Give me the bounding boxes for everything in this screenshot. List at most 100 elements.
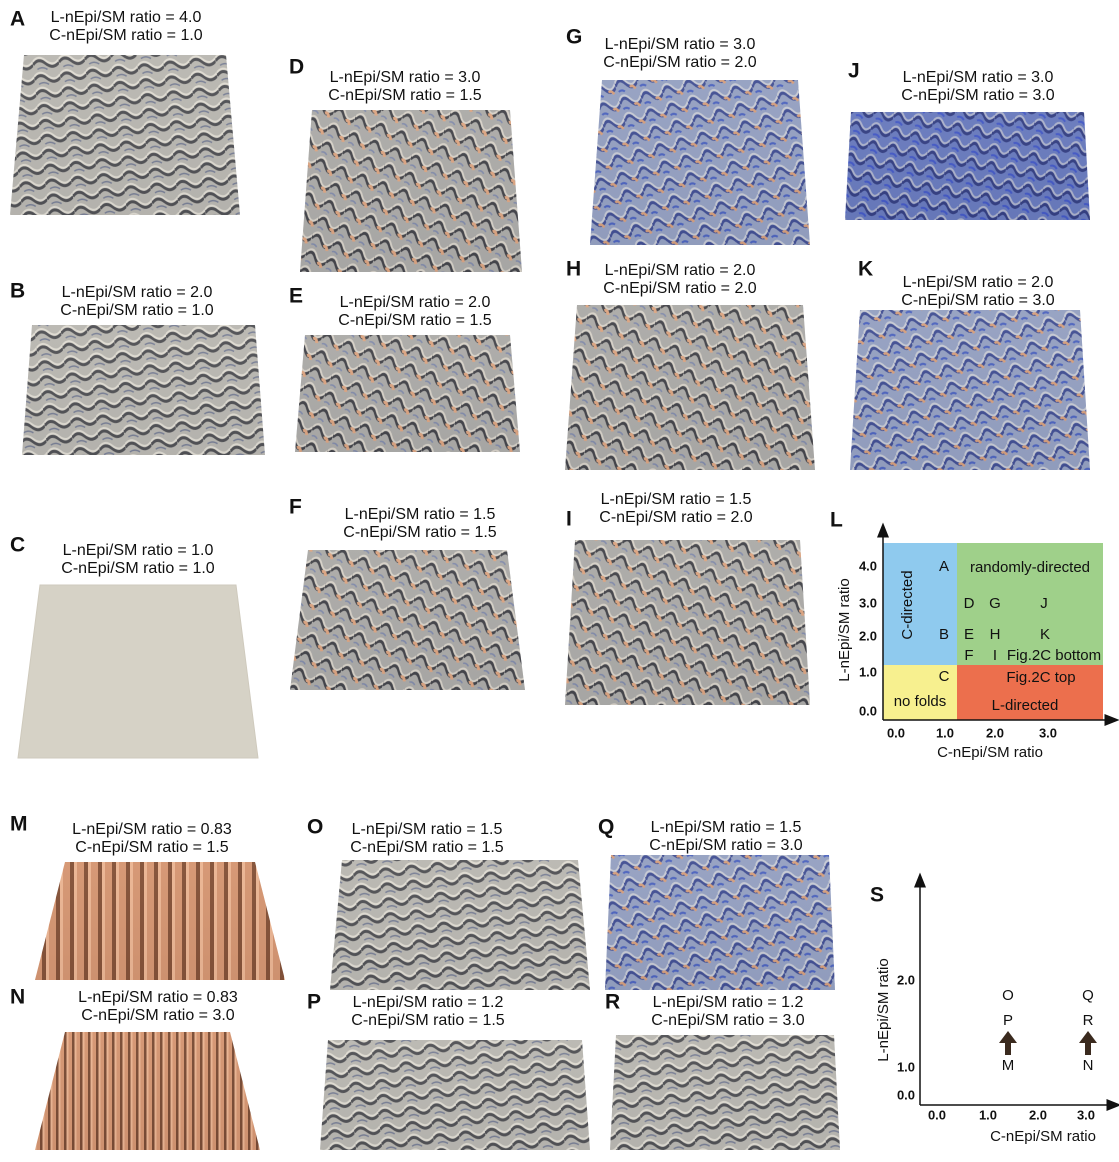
panel-caption: C-nEpi/SM ratio = 1.5 (328, 87, 482, 104)
panel-caption: L-nEpi/SM ratio = 1.5 (651, 819, 802, 836)
surface-shade (320, 1040, 590, 1150)
y-tick-label: 3.0 (859, 595, 877, 610)
panel-caption: C-nEpi/SM ratio = 3.0 (651, 1012, 805, 1029)
region-label: C-directed (899, 570, 916, 639)
panel-caption: L-nEpi/SM ratio = 3.0 (903, 69, 1054, 86)
x-axis-label: C-nEpi/SM ratio (990, 1128, 1096, 1145)
region-label: L-directed (992, 697, 1059, 714)
panel-letter: M (10, 813, 28, 836)
panel-caption: C-nEpi/SM ratio = 3.0 (81, 1007, 235, 1024)
x-tick-label: 3.0 (1077, 1107, 1095, 1122)
surface-shade (35, 1032, 260, 1150)
surface-shade (850, 310, 1090, 470)
panel-caption: L-nEpi/SM ratio = 0.83 (78, 989, 238, 1006)
surface-shade (300, 110, 522, 272)
point-label: R (1083, 1012, 1094, 1029)
point-label: I (993, 647, 997, 664)
point-label: F (964, 647, 973, 664)
figure: AL-nEpi/SM ratio = 4.0C-nEpi/SM ratio = … (0, 0, 1119, 1157)
panel-caption: C-nEpi/SM ratio = 1.0 (49, 27, 203, 44)
panel-letter: F (289, 496, 302, 519)
surface-shade (22, 325, 265, 455)
y-tick-label: 1.0 (859, 664, 877, 679)
surface-shade (290, 550, 525, 690)
surface-shade (35, 862, 285, 980)
surface-shade (10, 55, 240, 215)
panel-caption: C-nEpi/SM ratio = 3.0 (649, 837, 803, 854)
y-tick-label: 0.0 (859, 703, 877, 718)
panel-caption: L-nEpi/SM ratio = 2.0 (903, 274, 1054, 291)
x-tick-label: 0.0 (928, 1107, 946, 1122)
page: {"panels": [ {"letter": "A", "line1": "L… (0, 0, 1119, 1157)
point-label: P (1003, 1012, 1013, 1029)
panel-letter: A (10, 8, 25, 31)
panel-caption: L-nEpi/SM ratio = 2.0 (340, 294, 491, 311)
panel-caption: C-nEpi/SM ratio = 1.0 (61, 560, 215, 577)
point-label: C (939, 668, 950, 685)
surface-shade (590, 80, 810, 245)
panel-caption: C-nEpi/SM ratio = 1.5 (75, 839, 229, 856)
x-tick-label: 3.0 (1039, 725, 1057, 740)
point-label: E (964, 626, 974, 643)
panel-letter: Q (598, 816, 614, 839)
y-tick-label: 1.0 (897, 1059, 915, 1074)
panel-caption: L-nEpi/SM ratio = 3.0 (330, 69, 481, 86)
panel-letter: N (10, 986, 25, 1009)
surface-shade (845, 112, 1090, 220)
panel-caption: C-nEpi/SM ratio = 1.5 (350, 839, 504, 856)
point-label: A (939, 558, 949, 575)
region-label: Fig.2C bottom (1007, 647, 1101, 664)
panel-letter: E (289, 285, 303, 308)
y-tick-label: 4.0 (859, 558, 877, 573)
panel-letter: S (870, 884, 884, 907)
panel-caption: C-nEpi/SM ratio = 1.5 (343, 524, 497, 541)
point-label: N (1083, 1057, 1094, 1074)
point-label: G (989, 595, 1001, 612)
panel-letter: K (858, 258, 873, 281)
region-label: Fig.2C top (1006, 669, 1075, 686)
point-label: H (990, 626, 1001, 643)
surface-shade (565, 540, 810, 705)
panel-letter: L (830, 509, 843, 532)
point-label: K (1040, 626, 1050, 643)
panel-caption: C-nEpi/SM ratio = 3.0 (901, 87, 1055, 104)
panel-caption: C-nEpi/SM ratio = 2.0 (599, 509, 753, 526)
panel-caption: C-nEpi/SM ratio = 1.5 (338, 312, 492, 329)
surface-shade (605, 855, 835, 990)
x-tick-label: 1.0 (979, 1107, 997, 1122)
panel-caption: L-nEpi/SM ratio = 1.2 (353, 994, 504, 1011)
point-label: B (939, 626, 949, 643)
x-tick-label: 1.0 (936, 725, 954, 740)
region-label: randomly-directed (970, 559, 1090, 576)
panel-letter: O (307, 816, 323, 839)
point-label: M (1002, 1057, 1015, 1074)
x-tick-label: 2.0 (1029, 1107, 1047, 1122)
y-axis-label: L-nEpi/SM ratio (875, 958, 892, 1061)
point-label: Q (1082, 987, 1094, 1004)
arrow (1079, 1031, 1097, 1055)
panel-caption: L-nEpi/SM ratio = 3.0 (605, 36, 756, 53)
point-label: J (1040, 595, 1048, 612)
panel-caption: C-nEpi/SM ratio = 2.0 (603, 54, 757, 71)
surface-shade (610, 1035, 840, 1150)
surface (18, 585, 258, 758)
panel-letter: C (10, 534, 25, 557)
panel-caption: L-nEpi/SM ratio = 1.0 (63, 542, 214, 559)
panel-letter: G (566, 26, 582, 49)
y-axis-label: L-nEpi/SM ratio (836, 578, 853, 681)
panel-caption: L-nEpi/SM ratio = 1.5 (352, 821, 503, 838)
panel-caption: L-nEpi/SM ratio = 1.5 (601, 491, 752, 508)
panel-caption: C-nEpi/SM ratio = 1.0 (60, 302, 214, 319)
panel-letter: J (848, 60, 860, 83)
panel-letter: I (566, 508, 572, 531)
panel-caption: L-nEpi/SM ratio = 2.0 (62, 284, 213, 301)
surface-shade (565, 305, 815, 470)
panel-caption: L-nEpi/SM ratio = 2.0 (605, 262, 756, 279)
point-label: O (1002, 987, 1014, 1004)
y-tick-label: 0.0 (897, 1087, 915, 1102)
surface-shade (295, 335, 520, 452)
panel-caption: C-nEpi/SM ratio = 2.0 (603, 280, 757, 297)
panel-caption: C-nEpi/SM ratio = 3.0 (901, 292, 1055, 309)
surface-shade (330, 860, 590, 990)
panel-letter: B (10, 280, 25, 303)
